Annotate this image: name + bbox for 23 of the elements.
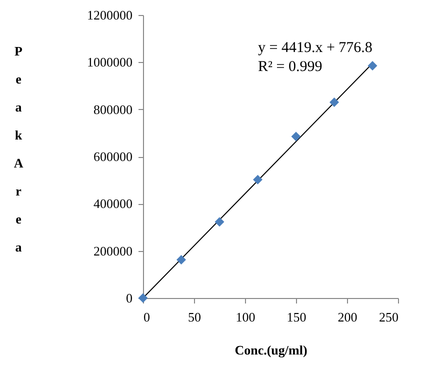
x-tick-label: 200: [338, 310, 358, 324]
annotation: R² = 0.999: [258, 59, 322, 75]
x-axis-title: Conc.(ug/ml): [234, 342, 308, 358]
point: [330, 98, 339, 107]
y-tick-label: 1000000: [87, 54, 132, 70]
x-tick-label: 150: [286, 310, 306, 324]
y-tick-label: 0: [126, 290, 132, 306]
annotation: y = 4419.x + 776.8: [258, 40, 372, 56]
y-tick-label: 800000: [94, 102, 132, 117]
x-tick-label: 50: [188, 310, 201, 324]
x-tick-label: 0: [144, 310, 150, 324]
point: [176, 255, 186, 265]
point: [291, 132, 301, 142]
point: [214, 217, 224, 227]
y-tick-label: 400000: [94, 196, 132, 212]
point: [253, 174, 262, 184]
y-tick-label: 600000: [94, 149, 132, 164]
y-axis-title: Peak Area: [14, 44, 24, 254]
y-tick-label: 1200000: [87, 8, 132, 22]
x-tick-label: 100: [236, 310, 256, 324]
x-tick-label: 250: [379, 310, 398, 324]
y-tick-label: 200000: [94, 243, 132, 258]
point: [368, 60, 378, 70]
